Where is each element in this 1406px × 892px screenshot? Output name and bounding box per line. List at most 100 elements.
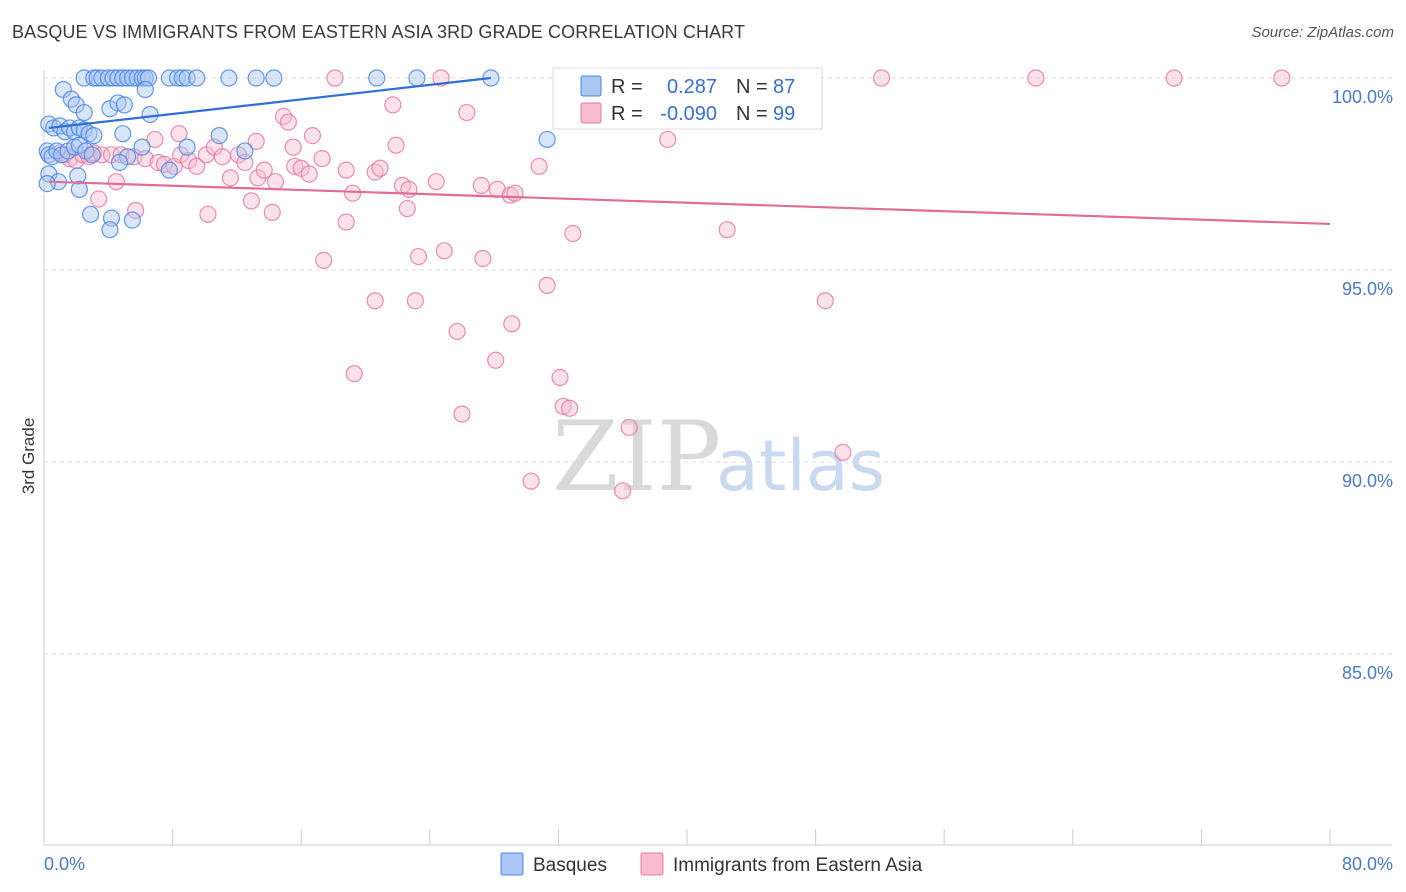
point-immigrants-81 <box>816 292 834 310</box>
point-immigrants-92 <box>522 472 540 490</box>
point-immigrants-73 <box>718 221 736 239</box>
point-basques-66 <box>160 161 178 179</box>
watermark: ZIP atlas <box>552 401 885 513</box>
point-basques-33 <box>141 105 159 124</box>
point-immigrants-51 <box>313 150 331 168</box>
point-basques-64 <box>70 180 88 198</box>
point-basques-21 <box>265 69 283 87</box>
point-immigrants-42 <box>221 169 240 187</box>
point-basques-15 <box>168 69 187 87</box>
bottom-legend-label-basques: Basques <box>533 855 607 876</box>
point-immigrants-64 <box>107 173 125 191</box>
trend-line-immigrants <box>48 180 1331 226</box>
legend-r-value-1: 0.287 <box>667 76 717 98</box>
point-basques-71 <box>123 211 142 229</box>
point-basques-46 <box>538 130 556 149</box>
point-immigrants-82 <box>448 322 466 341</box>
point-immigrants-63 <box>530 157 548 175</box>
point-basques-31 <box>115 96 133 114</box>
y-tick-label-0: 100.0% <box>1332 87 1393 107</box>
point-immigrants-79 <box>366 292 384 310</box>
point-immigrants-9 <box>1273 69 1291 87</box>
point-immigrants-70 <box>337 213 355 231</box>
point-basques-44 <box>114 125 132 143</box>
bottom-legend-swatch-immigrants <box>640 852 664 876</box>
point-immigrants-13 <box>279 113 297 131</box>
point-immigrants-59 <box>472 176 490 195</box>
point-immigrants-14 <box>170 125 188 143</box>
legend-r-value-2: -0.090 <box>660 103 717 125</box>
point-basques-16 <box>173 69 191 87</box>
point-basques-45 <box>210 127 228 145</box>
point-immigrants-77 <box>474 249 492 268</box>
point-basques-32 <box>136 80 154 99</box>
point-immigrants-83 <box>503 315 521 333</box>
point-basques-28 <box>75 103 93 122</box>
point-immigrants-15 <box>303 127 322 145</box>
point-basques-65 <box>110 153 129 172</box>
x-tick-label-0: 0.0% <box>44 854 85 874</box>
point-immigrants-78 <box>538 276 556 294</box>
point-immigrants-46 <box>255 161 273 179</box>
point-immigrants-41 <box>213 148 232 166</box>
watermark-atlas: atlas <box>716 425 885 507</box>
point-immigrants-93 <box>614 482 632 500</box>
series-legend: Basques Immigrants from Eastern Asia <box>500 852 923 876</box>
point-immigrants-91 <box>834 443 852 461</box>
point-basques-58 <box>133 138 151 156</box>
point-immigrants-48 <box>286 157 304 175</box>
point-basques-30 <box>109 94 127 112</box>
point-immigrants-16 <box>146 130 164 149</box>
point-basques-17 <box>178 69 196 87</box>
point-immigrants-38 <box>188 157 206 175</box>
bottom-legend-swatch-basques <box>500 852 524 876</box>
legend-n-value-1: 87 <box>773 76 795 98</box>
point-basques-6 <box>109 69 127 87</box>
point-basques-7 <box>114 69 132 87</box>
point-immigrants-74 <box>315 251 333 269</box>
point-immigrants-47 <box>266 173 285 191</box>
point-immigrants-17 <box>247 132 265 150</box>
point-immigrants-57 <box>400 180 418 198</box>
point-basques-18 <box>188 69 206 87</box>
y-axis-label: 3rd Grade <box>19 418 38 495</box>
point-immigrants-0 <box>326 69 344 87</box>
legend-r-label-1: R = <box>611 76 643 98</box>
point-immigrants-55 <box>371 159 389 177</box>
point-basques-54 <box>70 136 88 154</box>
point-immigrants-68 <box>242 192 260 210</box>
point-basques-70 <box>101 221 119 239</box>
y-tick-label-2: 90.0% <box>1342 471 1393 491</box>
point-immigrants-76 <box>435 242 453 260</box>
correlation-legend: R = 0.287 N = 87 R = -0.090 N = 99 <box>552 67 823 130</box>
point-immigrants-86 <box>551 368 569 387</box>
legend-n-label-1: N = <box>736 76 768 98</box>
point-immigrants-53 <box>344 184 362 202</box>
point-immigrants-85 <box>345 365 363 383</box>
point-basques-0 <box>75 69 93 87</box>
point-immigrants-89 <box>453 405 471 423</box>
point-immigrants-80 <box>406 292 424 310</box>
point-immigrants-20 <box>659 130 677 149</box>
legend-n-value-2: 99 <box>773 103 795 125</box>
legend-n-label-2: N = <box>736 103 768 125</box>
point-immigrants-84 <box>487 351 505 369</box>
watermark-zip: ZIP <box>552 401 721 513</box>
point-immigrants-18 <box>284 138 302 156</box>
series-immigrants-points <box>51 69 1291 500</box>
point-immigrants-19 <box>387 136 405 154</box>
y-tick-label-1: 95.0% <box>1342 279 1393 299</box>
point-immigrants-90 <box>620 418 638 437</box>
point-basques-8 <box>118 69 137 87</box>
x-tick-labels: 0.0% 80.0% <box>44 854 1393 874</box>
point-basques-63 <box>69 167 87 185</box>
point-immigrants-75 <box>409 247 428 266</box>
point-immigrants-6 <box>872 69 891 87</box>
point-basques-20 <box>247 69 265 87</box>
trend-line-basques <box>48 76 492 130</box>
point-immigrants-50 <box>300 165 318 183</box>
chart-title: BASQUE VS IMMIGRANTS FROM EASTERN ASIA 3… <box>12 22 746 42</box>
point-basques-43 <box>85 127 103 145</box>
point-immigrants-28 <box>93 146 111 164</box>
